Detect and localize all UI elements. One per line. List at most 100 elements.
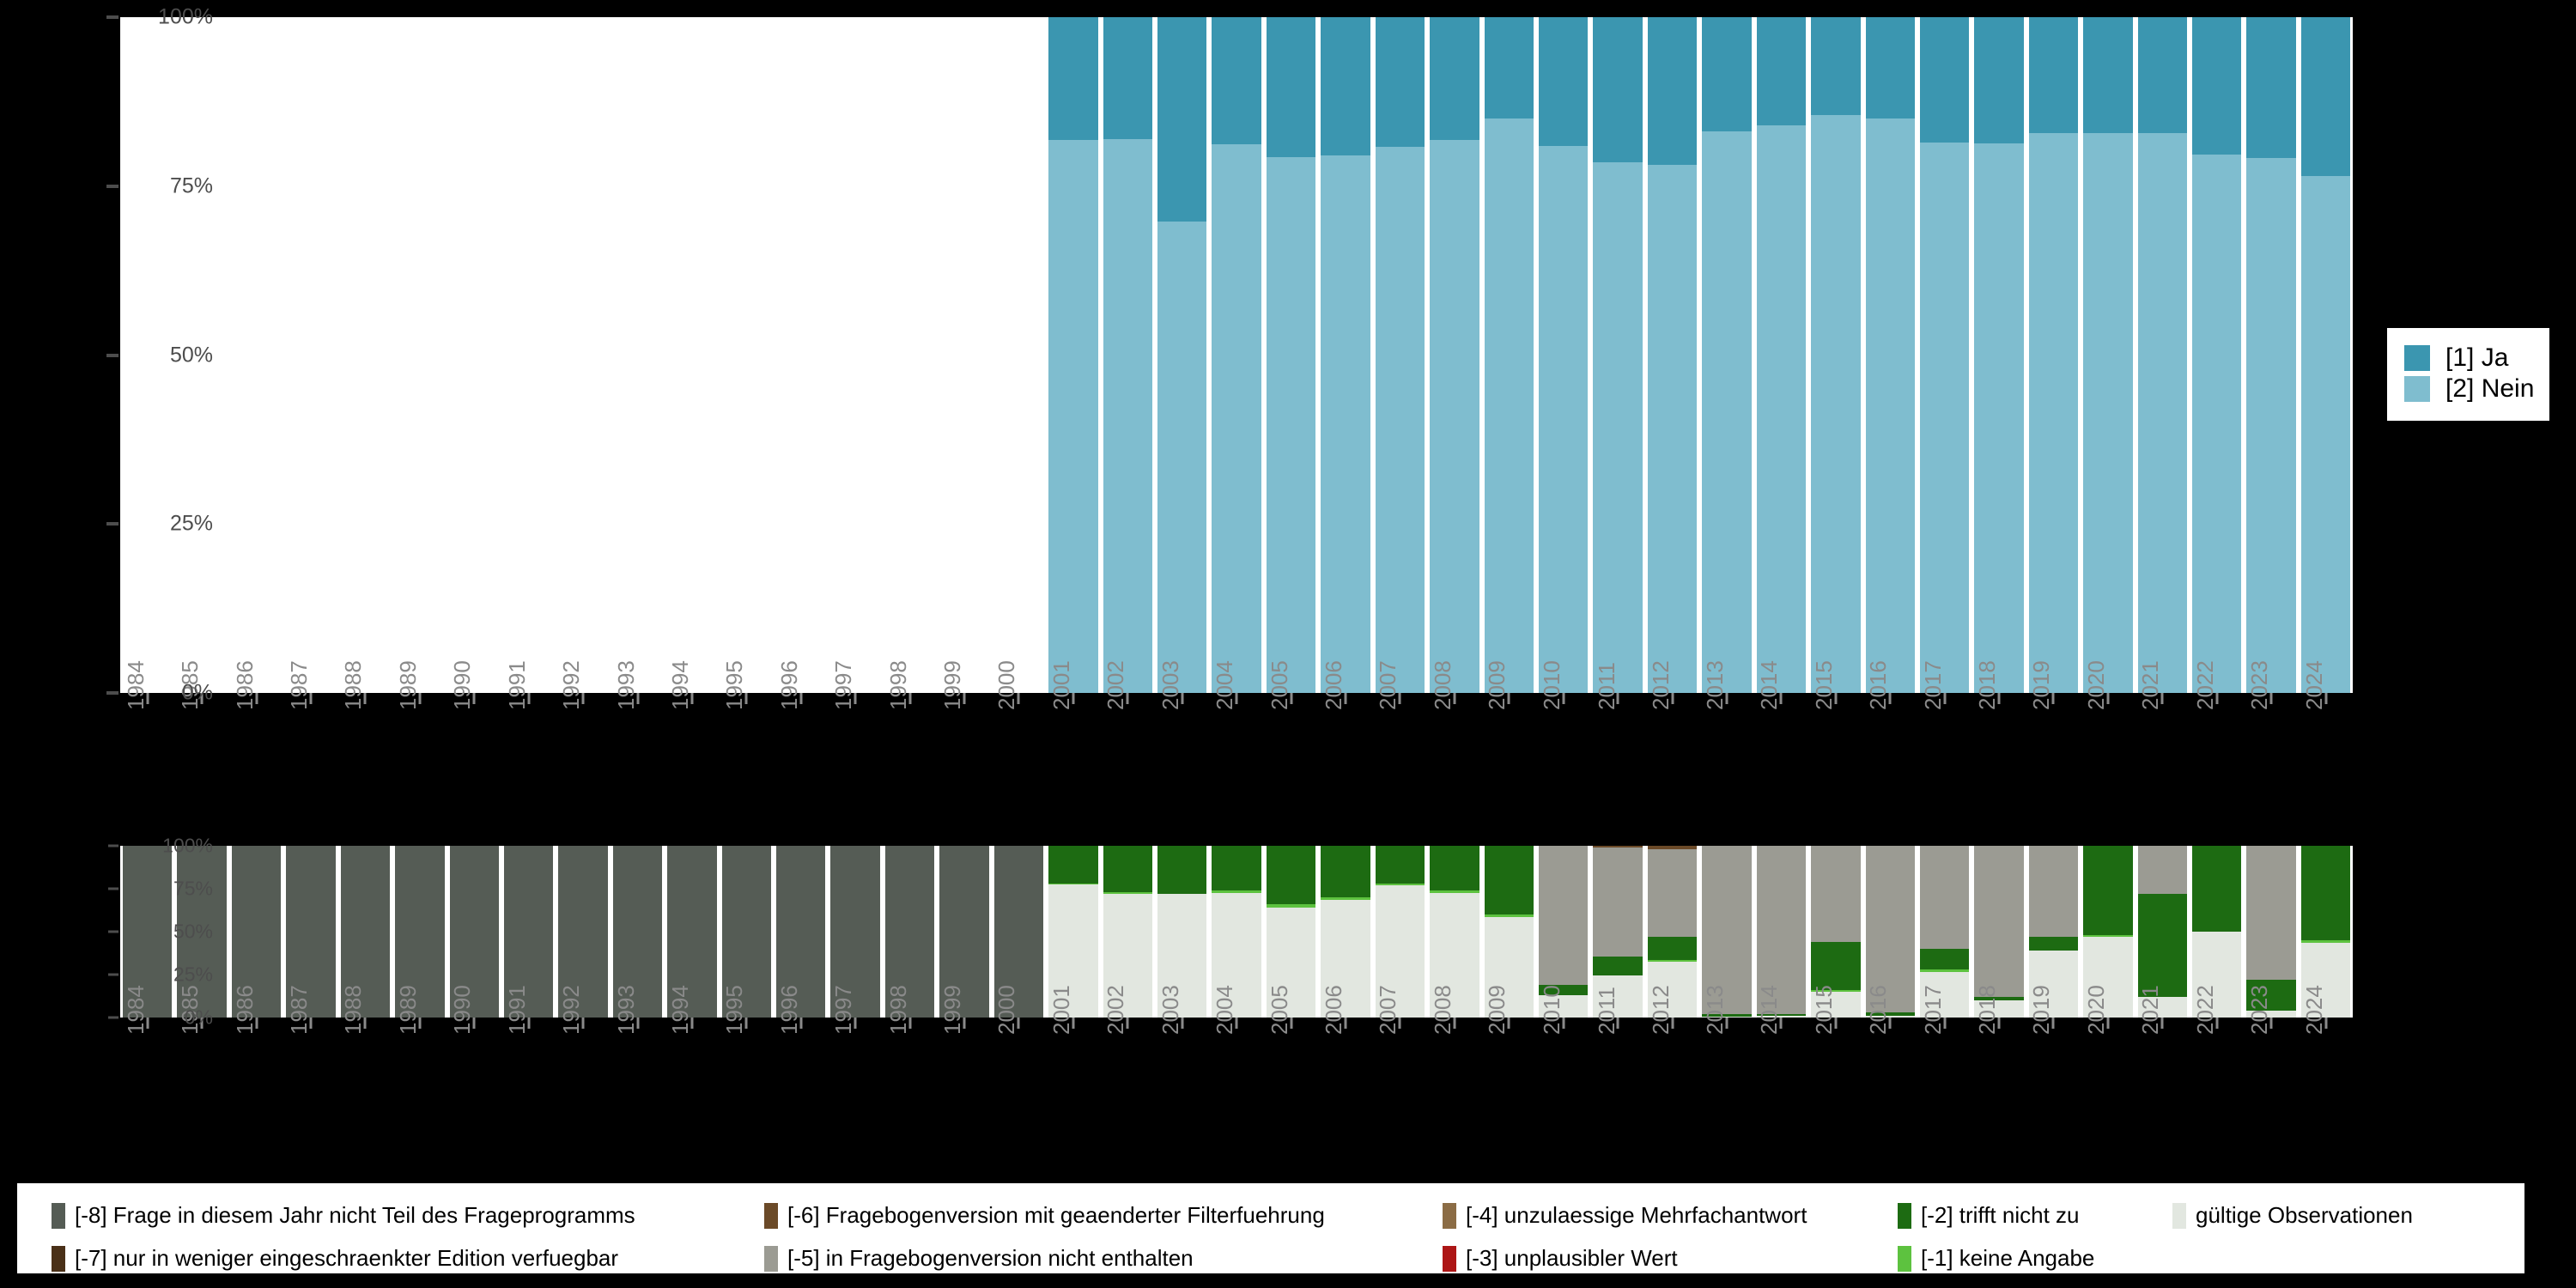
availability-segment [2083, 935, 2133, 938]
availability-segment [1647, 962, 1698, 1018]
legend-item[interactable]: gültige Observationen [2172, 1202, 2413, 1229]
main-bar [1484, 17, 1534, 693]
x-axis-tick-main: 2021 [2136, 660, 2190, 848]
x-tick-label: 1998 [884, 660, 911, 710]
x-tick-label: 2000 [993, 985, 1020, 1035]
x-tick-label: 1986 [231, 660, 258, 710]
x-tick-label: 2007 [1375, 660, 1401, 710]
legend-item[interactable]: [-2] trifft nicht zu [1898, 1202, 2079, 1229]
segment-nein [2083, 133, 2133, 693]
main-bar-column [1046, 17, 1100, 693]
availability-segment [1647, 960, 1698, 963]
availability-segment [1484, 846, 1534, 914]
y-tick-mark-main [106, 522, 118, 526]
main-bar [2246, 17, 2296, 693]
availability-segment [1865, 1012, 1915, 1016]
availability-segment [1103, 894, 1153, 1018]
main-bar-column [1264, 17, 1318, 693]
x-axis-tick-main: 1989 [392, 660, 447, 848]
availability-segment [1593, 956, 1643, 975]
segment-nein [1756, 125, 1807, 693]
availability-segment [231, 846, 282, 1018]
x-axis-tick-availability: 1984 [120, 985, 174, 1172]
x-tick-mark [2269, 1018, 2273, 1029]
availability-bar-column [338, 846, 392, 1018]
legend-item[interactable]: [-1] keine Angabe [1898, 1245, 2094, 1272]
legend-item[interactable]: [-7] nur in weniger eingeschraenkter Edi… [52, 1245, 618, 1272]
x-tick-label: 2013 [1702, 985, 1728, 1035]
segment-ja [2246, 17, 2296, 158]
legend-item[interactable]: [-6] Fragebogenversion mit geaenderter F… [764, 1202, 1325, 1229]
legend-item[interactable]: [-3] unplausibler Wert [1443, 1245, 1678, 1272]
main-bar [1702, 17, 1752, 693]
x-tick-mark [1943, 693, 1947, 704]
availability-segment [1212, 893, 1261, 1018]
x-axis-tick-availability: 1995 [720, 985, 774, 1172]
availability-bar [1647, 846, 1698, 1018]
segment-ja [1865, 17, 1915, 119]
availability-bar-column [1046, 846, 1100, 1018]
x-tick-mark [854, 693, 857, 704]
x-axis-tick-availability: 2003 [1155, 985, 1209, 1172]
availability-segment [2028, 937, 2079, 951]
x-axis-tick-main: 1984 [120, 660, 174, 848]
x-tick-label: 1991 [503, 985, 530, 1035]
x-tick-label: 2007 [1375, 985, 1401, 1035]
x-tick-mark [309, 1018, 313, 1029]
x-tick-label: 1992 [558, 985, 585, 1035]
x-axis-tick-availability: 2023 [2244, 985, 2298, 1172]
legend-label: gültige Observationen [2196, 1202, 2413, 1228]
legend-item[interactable]: [-4] unzulaessige Mehrfachantwort [1443, 1202, 1807, 1229]
segment-ja [1103, 17, 1153, 139]
x-axis-tick-main: 2014 [1754, 660, 1808, 848]
x-tick-mark [744, 693, 748, 704]
x-axis-tick-availability: 1999 [937, 985, 991, 1172]
x-axis-tick-main: 1986 [229, 660, 283, 848]
availability-bar-column [2081, 846, 2135, 1018]
availability-segment [1593, 846, 1643, 848]
availability-bar [123, 846, 173, 1018]
legend-label: [2] Nein [2445, 374, 2535, 403]
segment-nein [1974, 143, 2024, 693]
availability-segment [395, 846, 445, 1018]
x-axis-tick-main: 2012 [1645, 660, 1699, 848]
x-tick-label: 2023 [2246, 985, 2273, 1035]
availability-segment [1593, 848, 1643, 957]
legend-item[interactable]: [-5] in Fragebogenversion nicht enthalte… [764, 1245, 1194, 1272]
x-tick-mark [690, 1018, 694, 1029]
x-tick-label: 1994 [667, 985, 693, 1035]
main-bar-column [1101, 17, 1155, 693]
main-bar-column [1754, 17, 1808, 693]
x-tick-label: 1995 [721, 660, 748, 710]
legend-label: [-7] nur in weniger eingeschraenkter Edi… [75, 1245, 619, 1271]
main-bar-column [1971, 17, 2026, 693]
legend-swatch-icon [764, 1202, 778, 1229]
x-tick-mark [472, 693, 476, 704]
availability-bar [1702, 846, 1752, 1018]
availability-bar-column [1373, 846, 1427, 1018]
x-tick-mark [1072, 1018, 1075, 1029]
x-tick-mark [1017, 1018, 1020, 1029]
availability-segment [1103, 846, 1153, 892]
main-bar-column [556, 17, 610, 693]
segment-ja [1430, 17, 1479, 141]
availability-bar-column [1590, 846, 1644, 1018]
x-tick-mark [418, 1018, 422, 1029]
legend-item[interactable]: [1] Ja [2404, 343, 2534, 373]
legend-item[interactable]: [2] Nein [2404, 374, 2534, 404]
x-axis-tick-availability: 2005 [1264, 985, 1318, 1172]
x-axis-tick-main: 2003 [1155, 660, 1209, 848]
availability-bar-column [937, 846, 991, 1018]
availability-bar-column [501, 846, 556, 1018]
segment-nein [1430, 140, 1479, 693]
x-tick-label: 2000 [993, 660, 1020, 710]
legend-item[interactable]: [-8] Frage in diesem Jahr nicht Teil des… [52, 1202, 635, 1229]
availability-segment [2246, 980, 2296, 1011]
x-tick-mark [636, 1018, 639, 1029]
main-bar-column [2081, 17, 2135, 693]
x-tick-mark [2215, 693, 2219, 704]
availability-bar [1430, 846, 1479, 1018]
availability-segment [1919, 949, 1970, 969]
y-tick-mark-main [106, 15, 118, 19]
availability-bar-column [229, 846, 283, 1018]
